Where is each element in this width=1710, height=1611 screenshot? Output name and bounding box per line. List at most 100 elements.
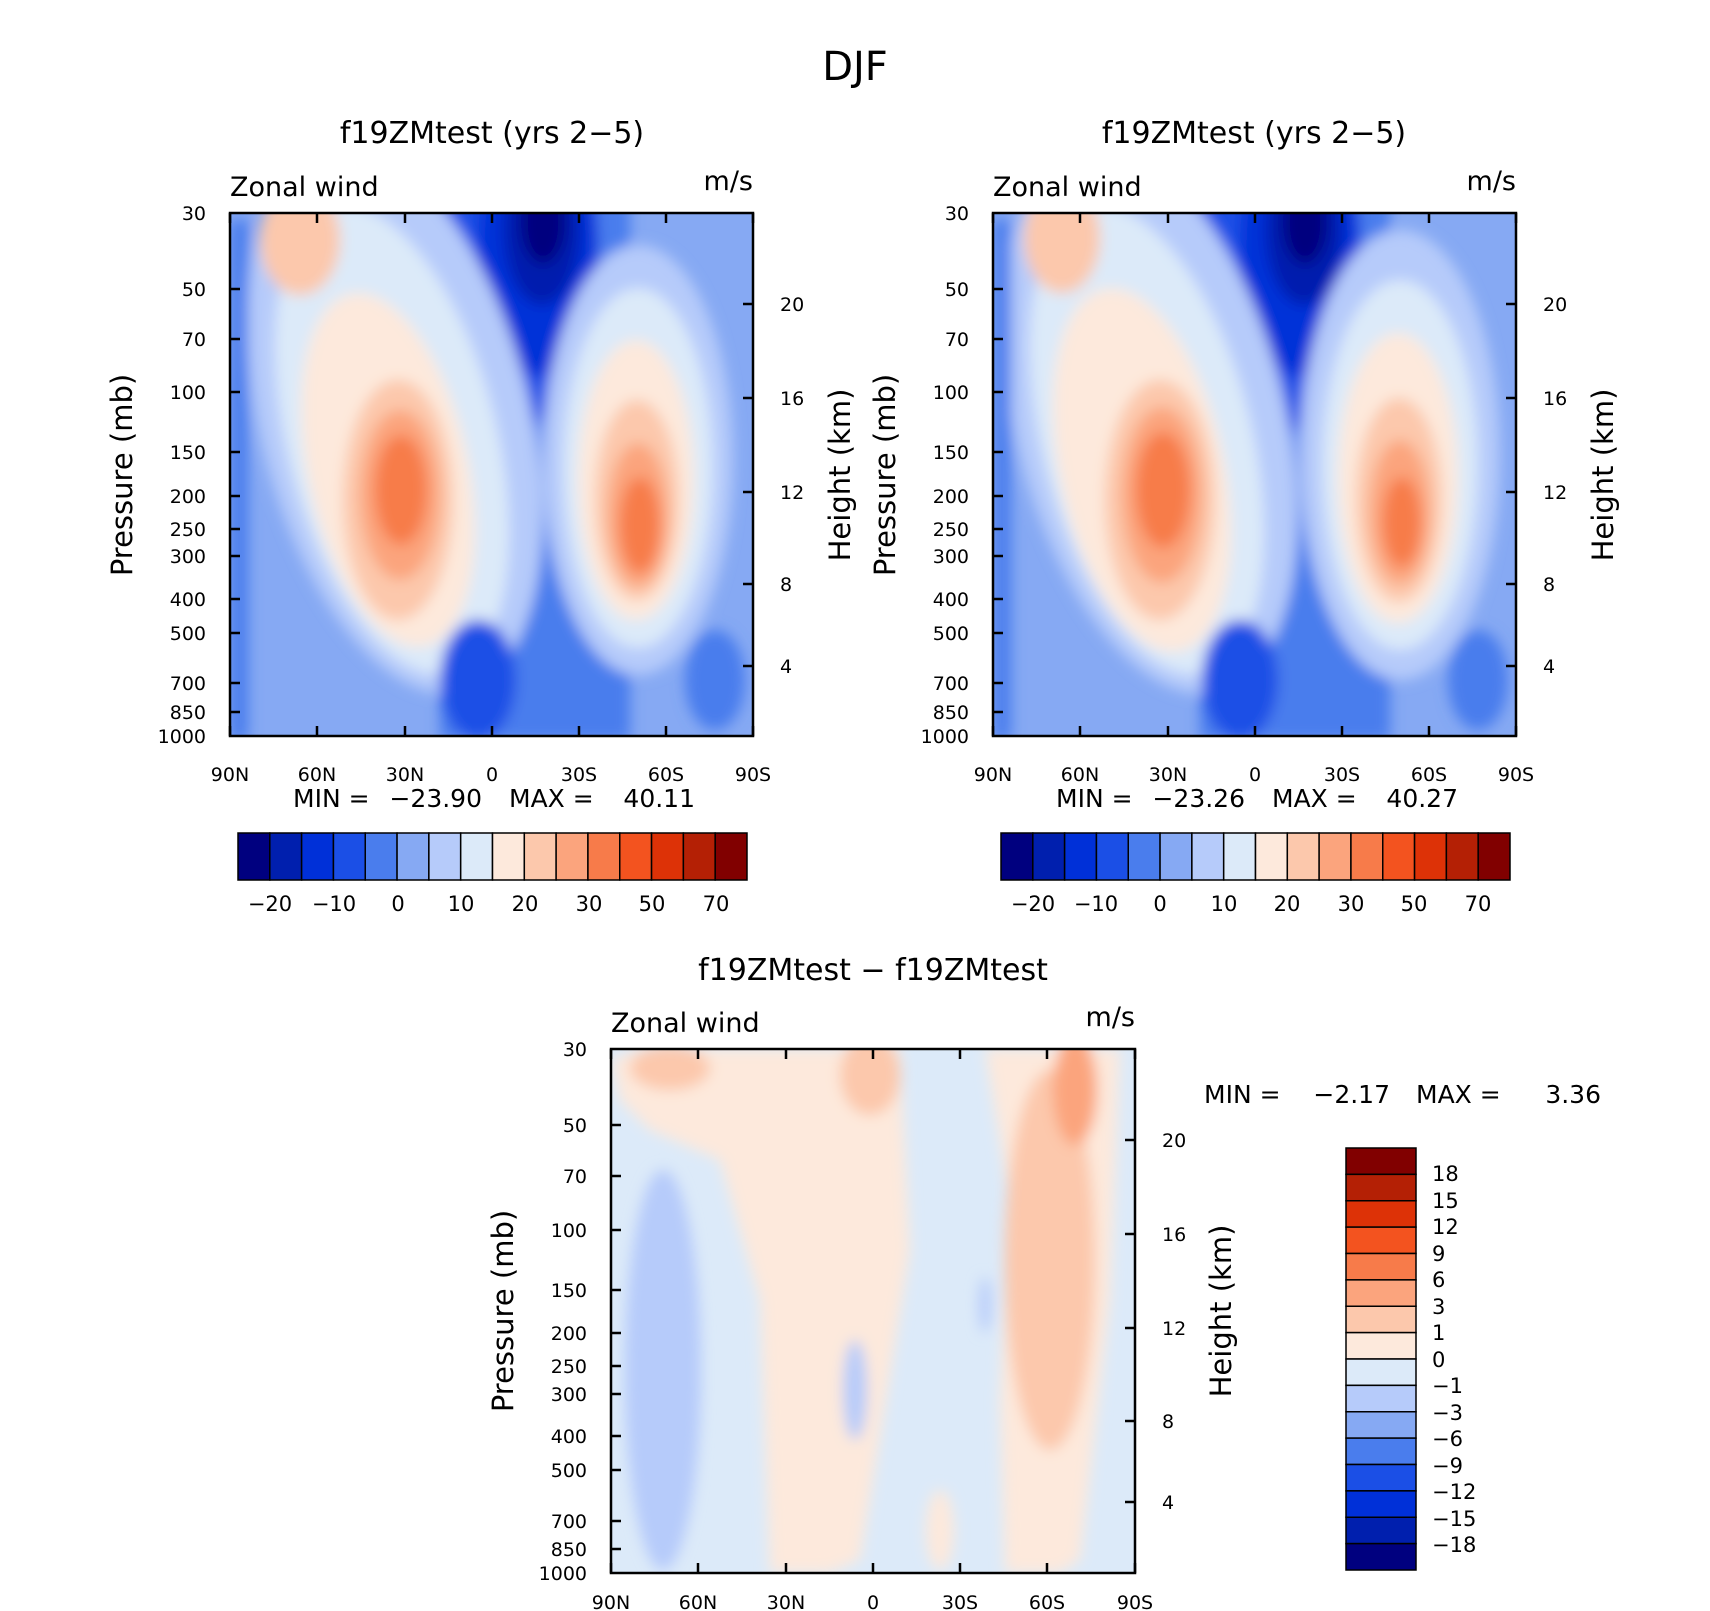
panel-a-ylabel: Pressure (mb) xyxy=(105,374,139,576)
panel-b: f19ZMtest (yrs 2−5) Zonal wind m/s xyxy=(868,116,1620,916)
x-tick: 90S xyxy=(735,764,771,786)
panel-a-colorbar xyxy=(237,832,748,881)
y-tick: 400 xyxy=(551,1426,587,1448)
colorbar-label: −1 xyxy=(1432,1374,1463,1398)
y-right-tick: 4 xyxy=(1543,656,1555,678)
panel-c-x-ticks: 90N 60N 30N 0 30S 60S 90S xyxy=(592,1592,1153,1611)
x-tick: 60S xyxy=(1029,1592,1065,1611)
x-tick: 60N xyxy=(679,1592,717,1611)
y-tick: 150 xyxy=(551,1280,587,1302)
panel-a-max-value: 40.11 xyxy=(623,784,695,813)
panel-c-min-label: MIN = xyxy=(1204,1080,1281,1109)
panel-c-colorbar-labels: 18 15 12 9 6 3 1 0 −1 −3 −6 −9 −12 −15 −… xyxy=(1432,1162,1476,1557)
colorbar-swatch xyxy=(1345,1331,1417,1360)
x-tick: 30N xyxy=(767,1592,805,1611)
y-tick: 500 xyxy=(933,623,969,645)
colorbar-swatch xyxy=(1345,1226,1417,1255)
panel-b-colorbar xyxy=(1000,832,1511,881)
y-right-tick: 12 xyxy=(780,482,804,504)
panel-b-min-value: −23.26 xyxy=(1152,784,1245,813)
y-tick: 1000 xyxy=(158,726,206,748)
colorbar-label: −20 xyxy=(1011,892,1055,916)
colorbar-swatch xyxy=(1286,832,1320,881)
panel-b-x-ticks: 90N 60N 30N 0 30S 60S 90S xyxy=(974,764,1534,786)
y-tick: 50 xyxy=(563,1115,587,1137)
y-tick: 1000 xyxy=(539,1563,587,1585)
y-tick: 250 xyxy=(551,1356,587,1378)
colorbar-swatch xyxy=(1345,1173,1417,1202)
y-tick: 500 xyxy=(551,1460,587,1482)
y-right-tick: 8 xyxy=(1162,1411,1174,1433)
y-tick: 100 xyxy=(551,1220,587,1242)
panel-a-title: f19ZMtest (yrs 2−5) xyxy=(340,116,644,151)
panel-b-left-string: Zonal wind xyxy=(993,172,1142,203)
y-tick: 400 xyxy=(933,589,969,611)
colorbar-swatch xyxy=(619,832,653,881)
colorbar-label: 18 xyxy=(1432,1162,1459,1186)
colorbar-swatch xyxy=(1345,1516,1417,1545)
colorbar-swatch xyxy=(1445,832,1479,881)
y-tick: 70 xyxy=(182,329,206,351)
colorbar-label: 3 xyxy=(1432,1295,1445,1319)
panel-b-contour-field xyxy=(993,213,1516,736)
panel-c-contour-field xyxy=(611,1049,1135,1573)
panel-c: f19ZMtest − f19ZMtest Zonal wind m/s xyxy=(486,953,1601,1611)
panel-b-max-value: 40.27 xyxy=(1386,784,1458,813)
panel-c-min-value: −2.17 xyxy=(1313,1080,1390,1109)
panel-c-ylabel: Pressure (mb) xyxy=(486,1210,520,1412)
colorbar-swatch xyxy=(1350,832,1384,881)
colorbar-swatch xyxy=(237,832,271,881)
panel-c-right-string: m/s xyxy=(1086,1002,1135,1033)
panel-a-contour-field xyxy=(230,213,753,736)
y-tick: 850 xyxy=(170,702,206,724)
y-right-tick: 12 xyxy=(1543,482,1567,504)
x-tick: 90N xyxy=(592,1592,630,1611)
colorbar-swatch xyxy=(1345,1147,1417,1176)
panel-b-axes xyxy=(991,211,1518,738)
panel-a-min-value: −23.90 xyxy=(389,784,482,813)
y-right-tick: 4 xyxy=(1162,1492,1174,1514)
panel-c-colorbar xyxy=(1345,1147,1417,1571)
x-tick: 90N xyxy=(974,764,1012,786)
colorbar-swatch xyxy=(1159,832,1193,881)
panel-c-ylabel-right: Height (km) xyxy=(1204,1225,1238,1398)
colorbar-label: −10 xyxy=(312,892,356,916)
colorbar-swatch xyxy=(1345,1437,1417,1466)
colorbar-swatch xyxy=(300,832,335,881)
panel-c-title: f19ZMtest − f19ZMtest xyxy=(698,953,1048,988)
y-tick: 300 xyxy=(170,546,206,568)
colorbar-swatch xyxy=(1318,832,1352,881)
colorbar-swatch xyxy=(650,832,685,881)
colorbar-label: −18 xyxy=(1432,1533,1476,1557)
colorbar-label: −12 xyxy=(1432,1480,1476,1504)
x-tick: 90S xyxy=(1498,764,1534,786)
colorbar-swatch xyxy=(1382,832,1416,881)
y-tick: 250 xyxy=(933,519,969,541)
colorbar-label: 9 xyxy=(1432,1242,1445,1266)
y-tick: 200 xyxy=(170,486,206,508)
panel-c-max-label: MAX = xyxy=(1416,1080,1501,1109)
y-tick: 100 xyxy=(933,382,969,404)
y-tick: 70 xyxy=(563,1166,587,1188)
colorbar-swatch xyxy=(1095,832,1129,881)
figure-title: DJF xyxy=(822,44,888,90)
x-tick: 0 xyxy=(486,764,498,786)
x-tick: 60S xyxy=(1411,764,1447,786)
colorbar-label: 0 xyxy=(1432,1348,1445,1372)
panel-a-right-string: m/s xyxy=(704,166,753,197)
y-tick: 70 xyxy=(945,329,969,351)
panel-b-max-label: MAX = xyxy=(1272,784,1357,813)
x-tick: 90S xyxy=(1117,1592,1153,1611)
colorbar-swatch xyxy=(1191,832,1225,881)
colorbar-swatch xyxy=(459,832,494,881)
y-tick: 400 xyxy=(170,589,206,611)
colorbar-swatch xyxy=(396,832,430,881)
colorbar-swatch xyxy=(1345,1542,1417,1571)
y-tick: 300 xyxy=(933,546,969,568)
panel-a-axes xyxy=(228,211,755,738)
colorbar-swatch xyxy=(555,832,589,881)
y-tick: 700 xyxy=(933,673,969,695)
panel-c-left-string: Zonal wind xyxy=(611,1008,760,1039)
colorbar-label: 20 xyxy=(512,892,539,916)
x-tick: 0 xyxy=(1249,764,1261,786)
